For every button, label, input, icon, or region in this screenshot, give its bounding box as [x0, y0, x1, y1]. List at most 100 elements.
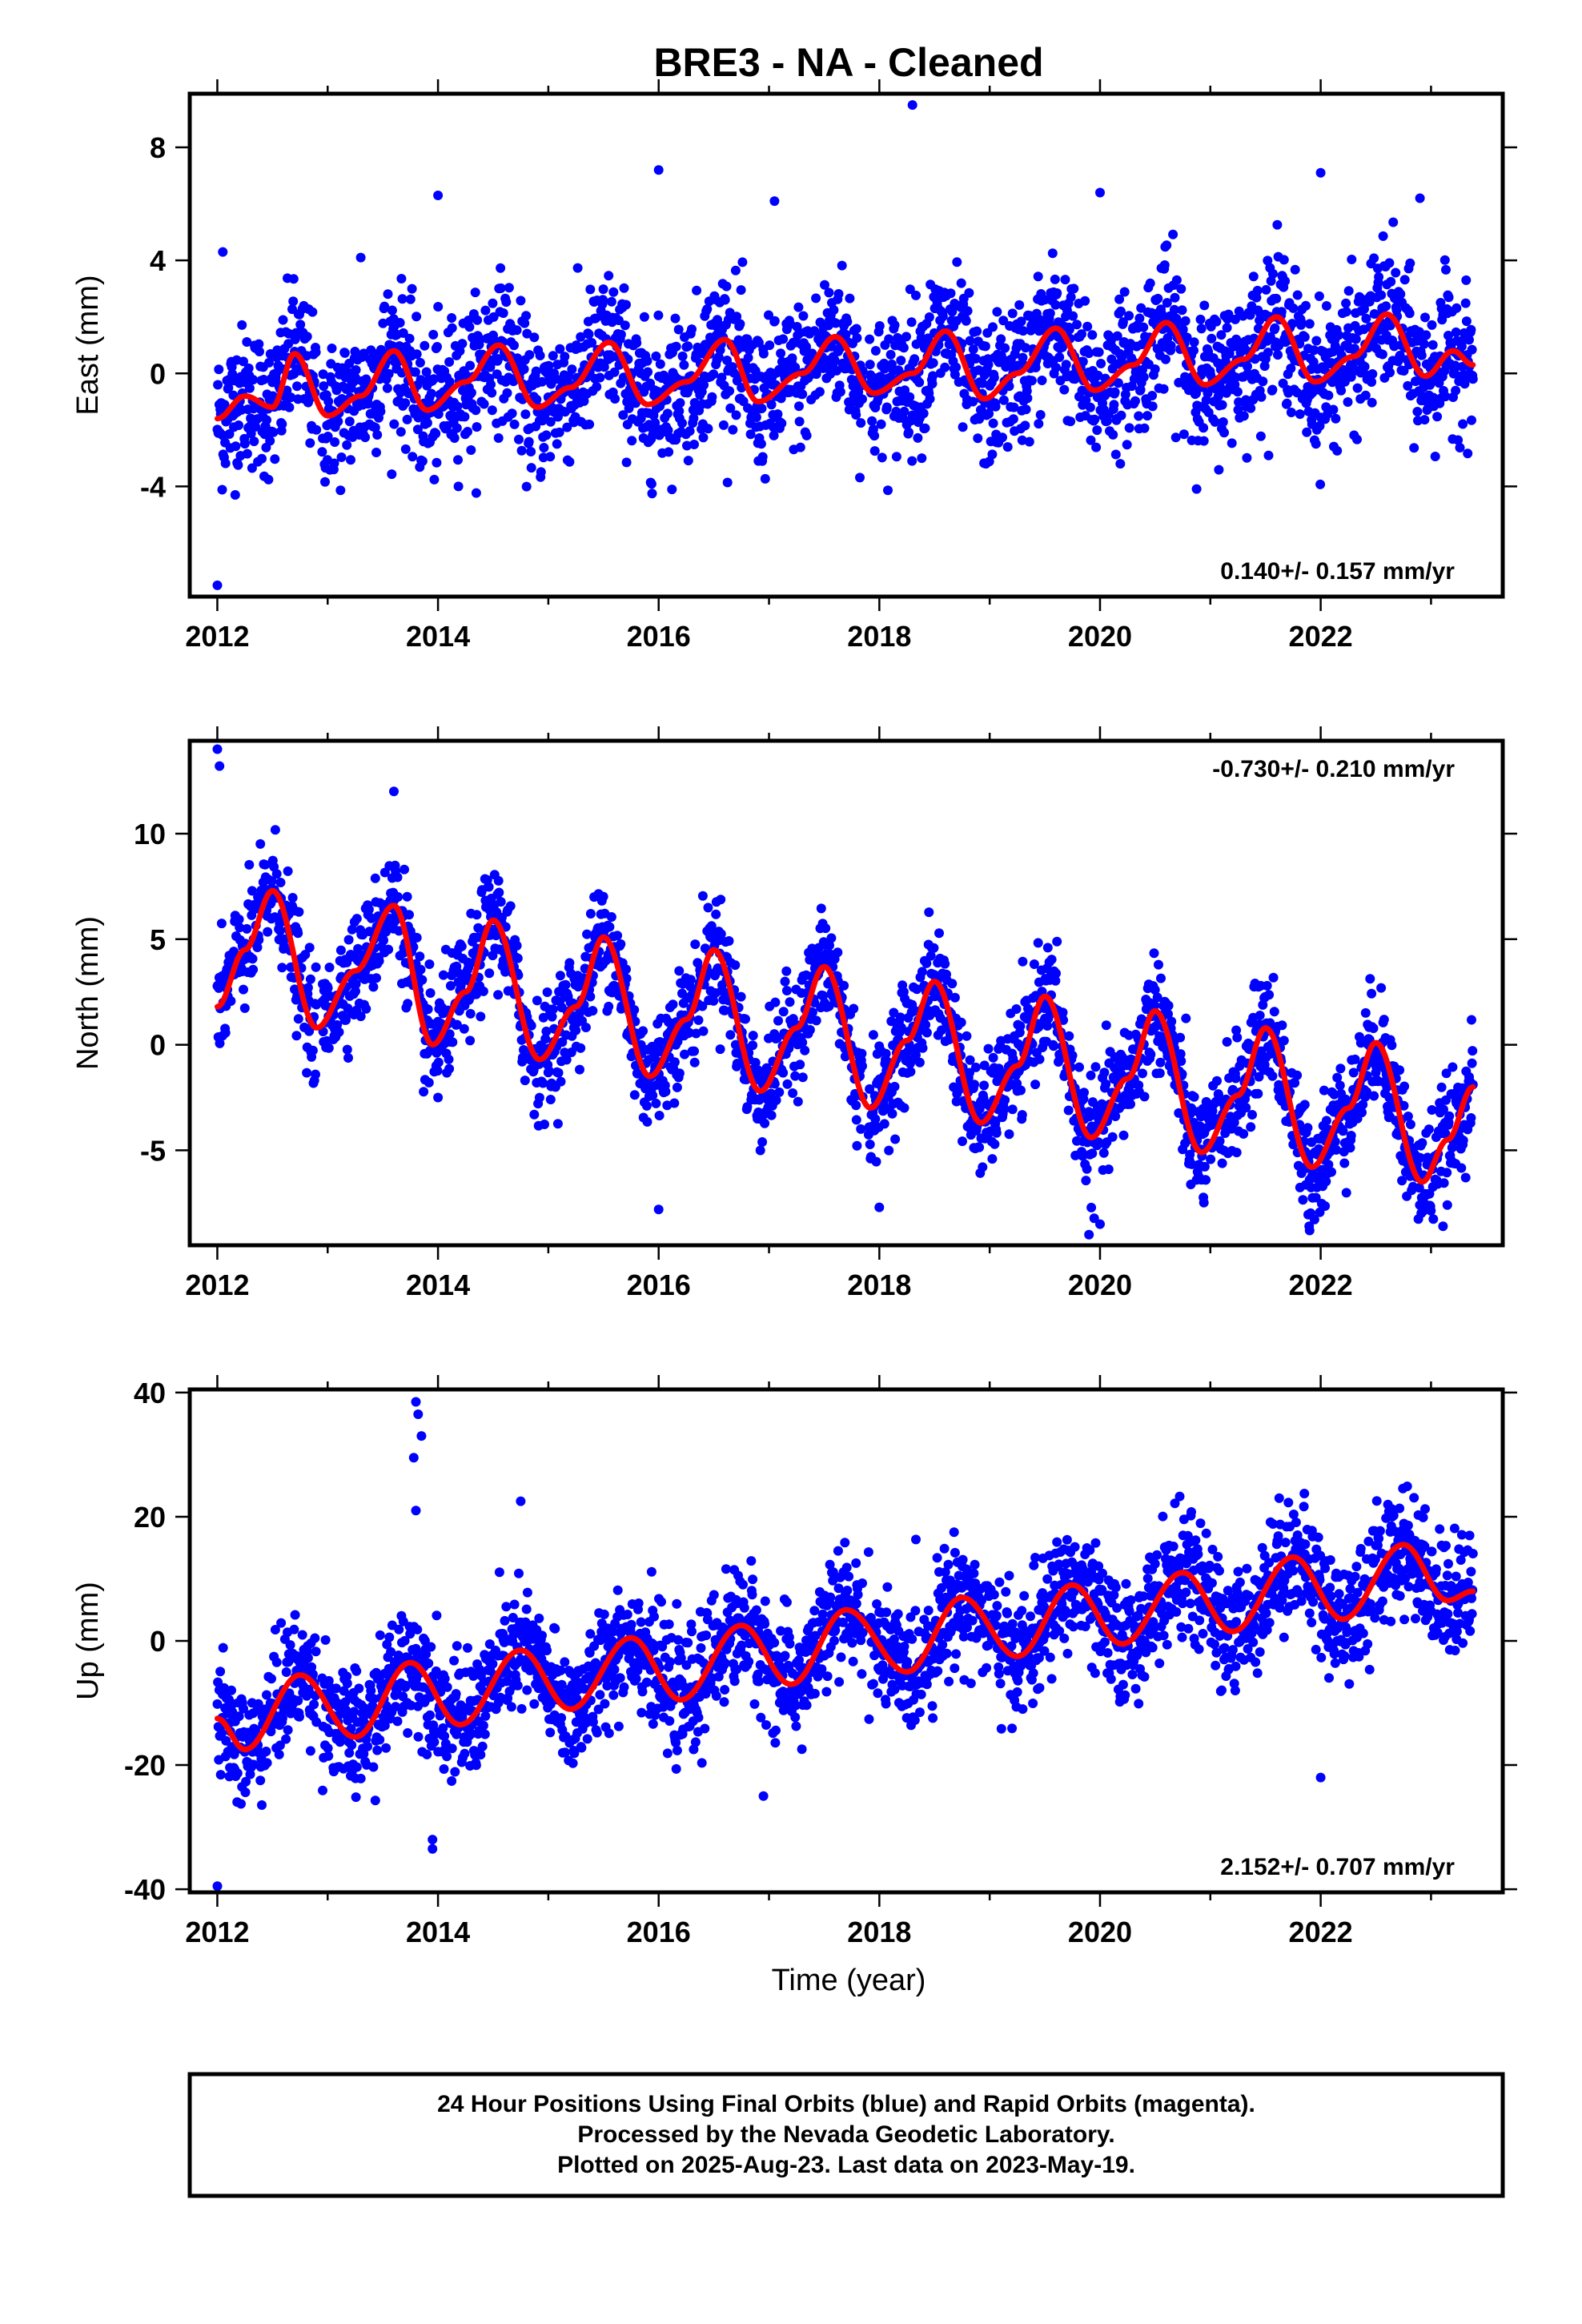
data-point	[228, 390, 239, 400]
data-point	[341, 1015, 351, 1025]
data-point	[1155, 1057, 1166, 1068]
data-point	[372, 430, 383, 440]
data-point	[509, 419, 520, 429]
data-point	[239, 439, 250, 449]
data-point	[1050, 300, 1061, 310]
data-point	[424, 1077, 434, 1088]
data-point	[538, 1078, 548, 1088]
data-point	[247, 954, 258, 964]
data-point	[455, 346, 465, 356]
data-point	[874, 321, 885, 331]
data-point	[532, 394, 542, 404]
data-point	[564, 456, 575, 467]
data-point	[1338, 1126, 1348, 1136]
data-point	[383, 368, 394, 379]
data-point	[647, 489, 657, 499]
outlier-point	[1095, 187, 1105, 198]
data-point	[962, 306, 973, 316]
data-point	[235, 923, 245, 933]
y-tick-label: 0	[150, 357, 166, 390]
data-point	[877, 452, 887, 463]
data-point	[651, 351, 661, 361]
data-point	[460, 412, 470, 422]
data-point	[1227, 438, 1237, 448]
data-point	[1018, 352, 1028, 363]
data-point	[964, 287, 974, 298]
data-point	[912, 984, 922, 995]
data-point	[1321, 1176, 1331, 1187]
data-point	[833, 289, 844, 299]
data-point	[412, 424, 423, 435]
data-point	[555, 971, 565, 981]
data-point	[1335, 1080, 1345, 1091]
data-point	[476, 1011, 486, 1022]
data-point	[999, 1104, 1010, 1114]
data-point	[493, 433, 504, 443]
data-point	[1292, 1070, 1303, 1080]
data-point	[478, 986, 488, 996]
data-point	[901, 332, 911, 342]
data-point	[432, 342, 442, 352]
data-point	[1161, 354, 1170, 364]
data-point	[879, 1119, 889, 1129]
data-point	[237, 320, 247, 330]
data-point	[756, 439, 766, 449]
data-point	[920, 423, 930, 433]
data-point	[889, 1007, 899, 1018]
data-point	[1246, 1122, 1256, 1132]
data-point	[1030, 1080, 1041, 1090]
data-point	[234, 915, 244, 924]
data-point	[1463, 448, 1473, 459]
data-point	[1299, 1100, 1310, 1110]
data-point	[1279, 255, 1289, 265]
data-point	[869, 431, 880, 441]
data-point	[794, 401, 804, 412]
data-point	[1420, 312, 1430, 323]
data-point	[419, 1087, 429, 1097]
data-point	[397, 294, 408, 304]
data-point	[629, 1005, 640, 1015]
data-point	[797, 1072, 808, 1083]
data-point	[428, 374, 439, 384]
data-point	[599, 362, 609, 372]
data-point	[685, 426, 695, 436]
outlier-point	[433, 191, 444, 200]
data-point	[1311, 439, 1321, 449]
data-point	[748, 1031, 758, 1041]
data-point	[453, 455, 463, 465]
data-point	[1047, 248, 1058, 259]
data-point	[1315, 420, 1325, 431]
data-point	[973, 433, 983, 444]
data-point	[702, 304, 713, 314]
data-point	[383, 944, 394, 955]
data-point	[1216, 330, 1227, 340]
data-point	[1253, 1088, 1263, 1099]
data-point	[947, 979, 958, 989]
data-point	[893, 365, 904, 376]
data-point	[242, 337, 252, 347]
data-point	[1207, 333, 1217, 344]
data-point	[911, 290, 921, 300]
data-point	[1085, 402, 1095, 412]
data-point	[1109, 400, 1119, 410]
data-point	[852, 333, 862, 343]
data-point	[395, 318, 405, 328]
data-point	[965, 1055, 975, 1065]
data-point	[486, 380, 496, 390]
data-point	[465, 1008, 476, 1019]
data-point	[350, 347, 360, 356]
data-point	[1346, 1131, 1356, 1140]
data-point	[562, 422, 572, 432]
data-point	[1084, 348, 1094, 359]
data-point	[1212, 1076, 1222, 1086]
data-point	[928, 358, 938, 368]
data-point	[351, 986, 360, 996]
data-point	[857, 1061, 867, 1072]
data-point	[825, 940, 834, 951]
data-point	[805, 1025, 815, 1035]
chart-title: BRE3 - NA - Cleaned	[653, 40, 1043, 85]
data-point	[423, 1004, 433, 1015]
data-point	[927, 379, 938, 389]
data-point	[616, 329, 626, 340]
data-point	[1096, 359, 1106, 368]
